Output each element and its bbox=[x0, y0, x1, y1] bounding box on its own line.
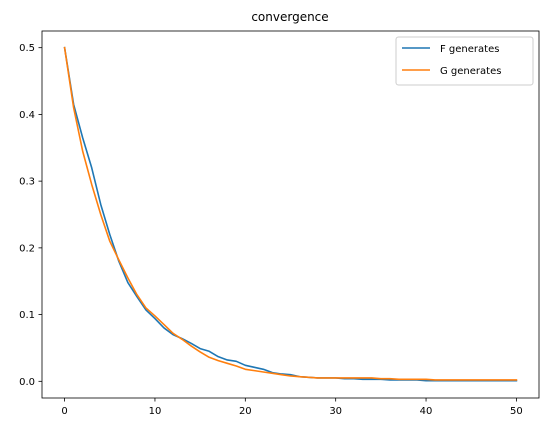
legend: F generates G generates bbox=[395, 36, 534, 86]
legend-box bbox=[395, 36, 534, 86]
legend-label-f-generates: F generates bbox=[440, 44, 499, 55]
x-tick-label: 30 bbox=[329, 406, 342, 417]
y-tick-label: 0.5 bbox=[19, 43, 35, 54]
y-tick-label: 0.1 bbox=[19, 310, 35, 321]
plot-area: 0 10 20 30 40 50 0.0 0.1 0.2 0.3 0.4 0.5 bbox=[19, 43, 523, 417]
x-tick-label: 20 bbox=[239, 406, 252, 417]
y-tick-label: 0.3 bbox=[19, 177, 35, 188]
y-tick-label: 0.2 bbox=[19, 243, 35, 254]
x-tick-label: 10 bbox=[149, 406, 162, 417]
x-tick-label: 50 bbox=[510, 406, 523, 417]
legend-label-g-generates: G generates bbox=[440, 66, 501, 77]
x-tick-label: 40 bbox=[420, 406, 433, 417]
chart-title: convergence bbox=[251, 10, 328, 24]
axes-frame bbox=[41, 30, 540, 399]
y-tick-label: 0.0 bbox=[19, 377, 35, 388]
series-line-g-generates bbox=[63, 46, 518, 381]
x-tick-label: 0 bbox=[61, 406, 67, 417]
y-tick-label: 0.4 bbox=[19, 110, 35, 121]
